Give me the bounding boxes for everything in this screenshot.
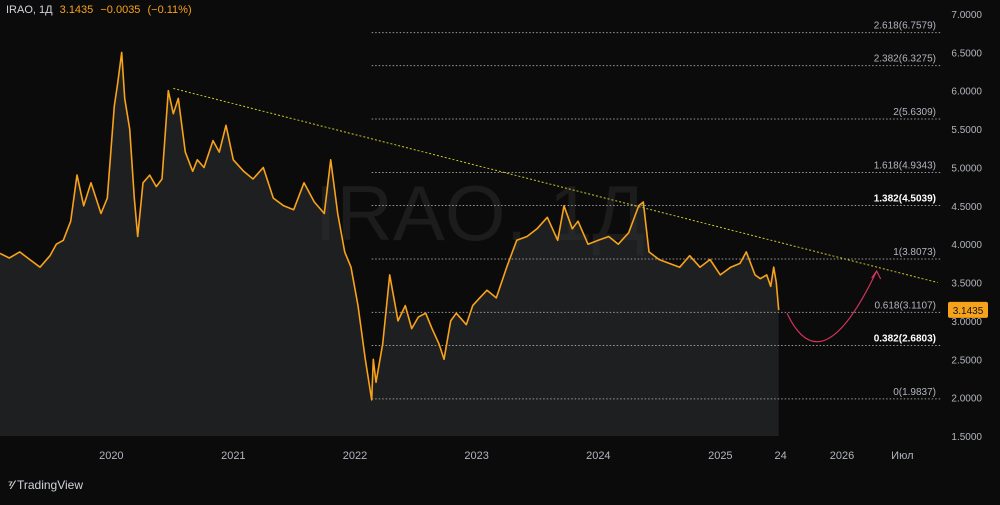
tradingview-logo-icon: ⁷⁄: [8, 478, 14, 492]
fib-level-label-7: 0.382(2.6803): [874, 333, 936, 344]
change-value: −0.0035: [100, 4, 141, 16]
fib-level-label-3: 1.618(4.9343): [874, 160, 936, 171]
fib-level-label-2: 2(5.6309): [893, 107, 936, 118]
price-area: [0, 52, 779, 437]
projection-arrow: [786, 270, 878, 343]
y-tick-label-3: 3.0000: [951, 317, 982, 328]
symbol-header: IRAO, 1Д 3.1435 −0.0035 (−0.11%): [6, 4, 192, 16]
x-tick-label-5: 2025: [708, 450, 732, 462]
price-line: [0, 51, 780, 401]
tradingview-brand[interactable]: ⁷⁄ TradingView: [8, 478, 83, 492]
x-tick-label-1: 2021: [221, 450, 245, 462]
fib-level-label-4: 1.382(4.5039): [874, 194, 936, 205]
y-tick-label-11: 7.0000: [951, 10, 982, 21]
fib-level-label-5: 1(3.8073): [893, 247, 936, 258]
x-tick-label-0: 2020: [99, 450, 123, 462]
y-tick-label-10: 6.5000: [951, 48, 982, 59]
y-tick-label-2: 2.5000: [951, 355, 982, 366]
y-tick-label-6: 4.5000: [951, 202, 982, 213]
x-tick-label-7: 2026: [830, 450, 854, 462]
x-tick-label-3: 2023: [464, 450, 488, 462]
x-tick-label-2: 2022: [343, 450, 367, 462]
watermark: IRAO, 1Д: [315, 169, 645, 257]
x-tick-label-4: 2024: [586, 450, 610, 462]
last-price-badge: [948, 301, 988, 318]
change-percent: (−0.11%): [147, 4, 192, 16]
x-tick-label-8: Июл: [891, 450, 913, 462]
symbol-label[interactable]: IRAO, 1Д: [6, 4, 53, 16]
x-tick-label-6: 24: [775, 450, 787, 462]
last-price-value: 3.1435: [59, 4, 94, 16]
projection-arrow-head: [871, 269, 882, 280]
fib-level-label-1: 2.382(6.3275): [874, 54, 936, 65]
last-price-badge-label: 3.1435: [953, 306, 984, 317]
brand-name: TradingView: [16, 478, 84, 492]
y-tick-label-8: 5.5000: [951, 125, 982, 136]
fib-level-label-6: 0.618(3.1107): [874, 300, 936, 311]
fib-level-label-0: 2.618(6.7579): [874, 21, 936, 32]
y-tick-label-1: 2.0000: [951, 394, 982, 405]
y-tick-label-9: 6.0000: [951, 87, 982, 98]
y-tick-label-0: 1.5000: [951, 432, 982, 443]
fib-level-label-8: 0(1.9837): [893, 387, 936, 398]
y-tick-label-4: 3.5000: [951, 279, 982, 290]
y-tick-label-7: 5.0000: [951, 163, 982, 174]
y-tick-label-5: 4.0000: [951, 240, 982, 251]
trend-line: [173, 87, 938, 284]
